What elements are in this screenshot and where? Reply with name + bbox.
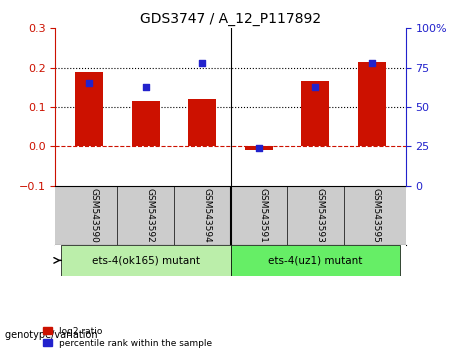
Point — [199, 60, 206, 66]
Text: ets-4(uz1) mutant: ets-4(uz1) mutant — [268, 255, 362, 266]
Legend: log2 ratio, percentile rank within the sample: log2 ratio, percentile rank within the s… — [41, 325, 214, 349]
Text: GSM543590: GSM543590 — [89, 188, 98, 242]
Text: GSM543591: GSM543591 — [259, 188, 268, 242]
Bar — [188, 99, 216, 146]
Point — [142, 84, 149, 89]
Point — [368, 60, 375, 66]
Point — [312, 84, 319, 89]
Text: GSM543593: GSM543593 — [315, 188, 324, 242]
Bar — [358, 62, 386, 146]
Bar — [301, 81, 330, 146]
Point — [255, 145, 262, 151]
Bar — [61, 245, 230, 276]
Title: GDS3747 / A_12_P117892: GDS3747 / A_12_P117892 — [140, 12, 321, 26]
Text: ets-4(ok165) mutant: ets-4(ok165) mutant — [92, 255, 200, 266]
Text: GSM543592: GSM543592 — [146, 188, 155, 242]
Point — [86, 81, 93, 86]
Bar — [131, 101, 160, 146]
Bar — [230, 245, 400, 276]
Bar — [245, 146, 273, 150]
Bar — [75, 72, 103, 146]
Text: GSM543595: GSM543595 — [372, 188, 381, 242]
Text: genotype/variation: genotype/variation — [5, 330, 100, 339]
Text: GSM543594: GSM543594 — [202, 188, 211, 242]
